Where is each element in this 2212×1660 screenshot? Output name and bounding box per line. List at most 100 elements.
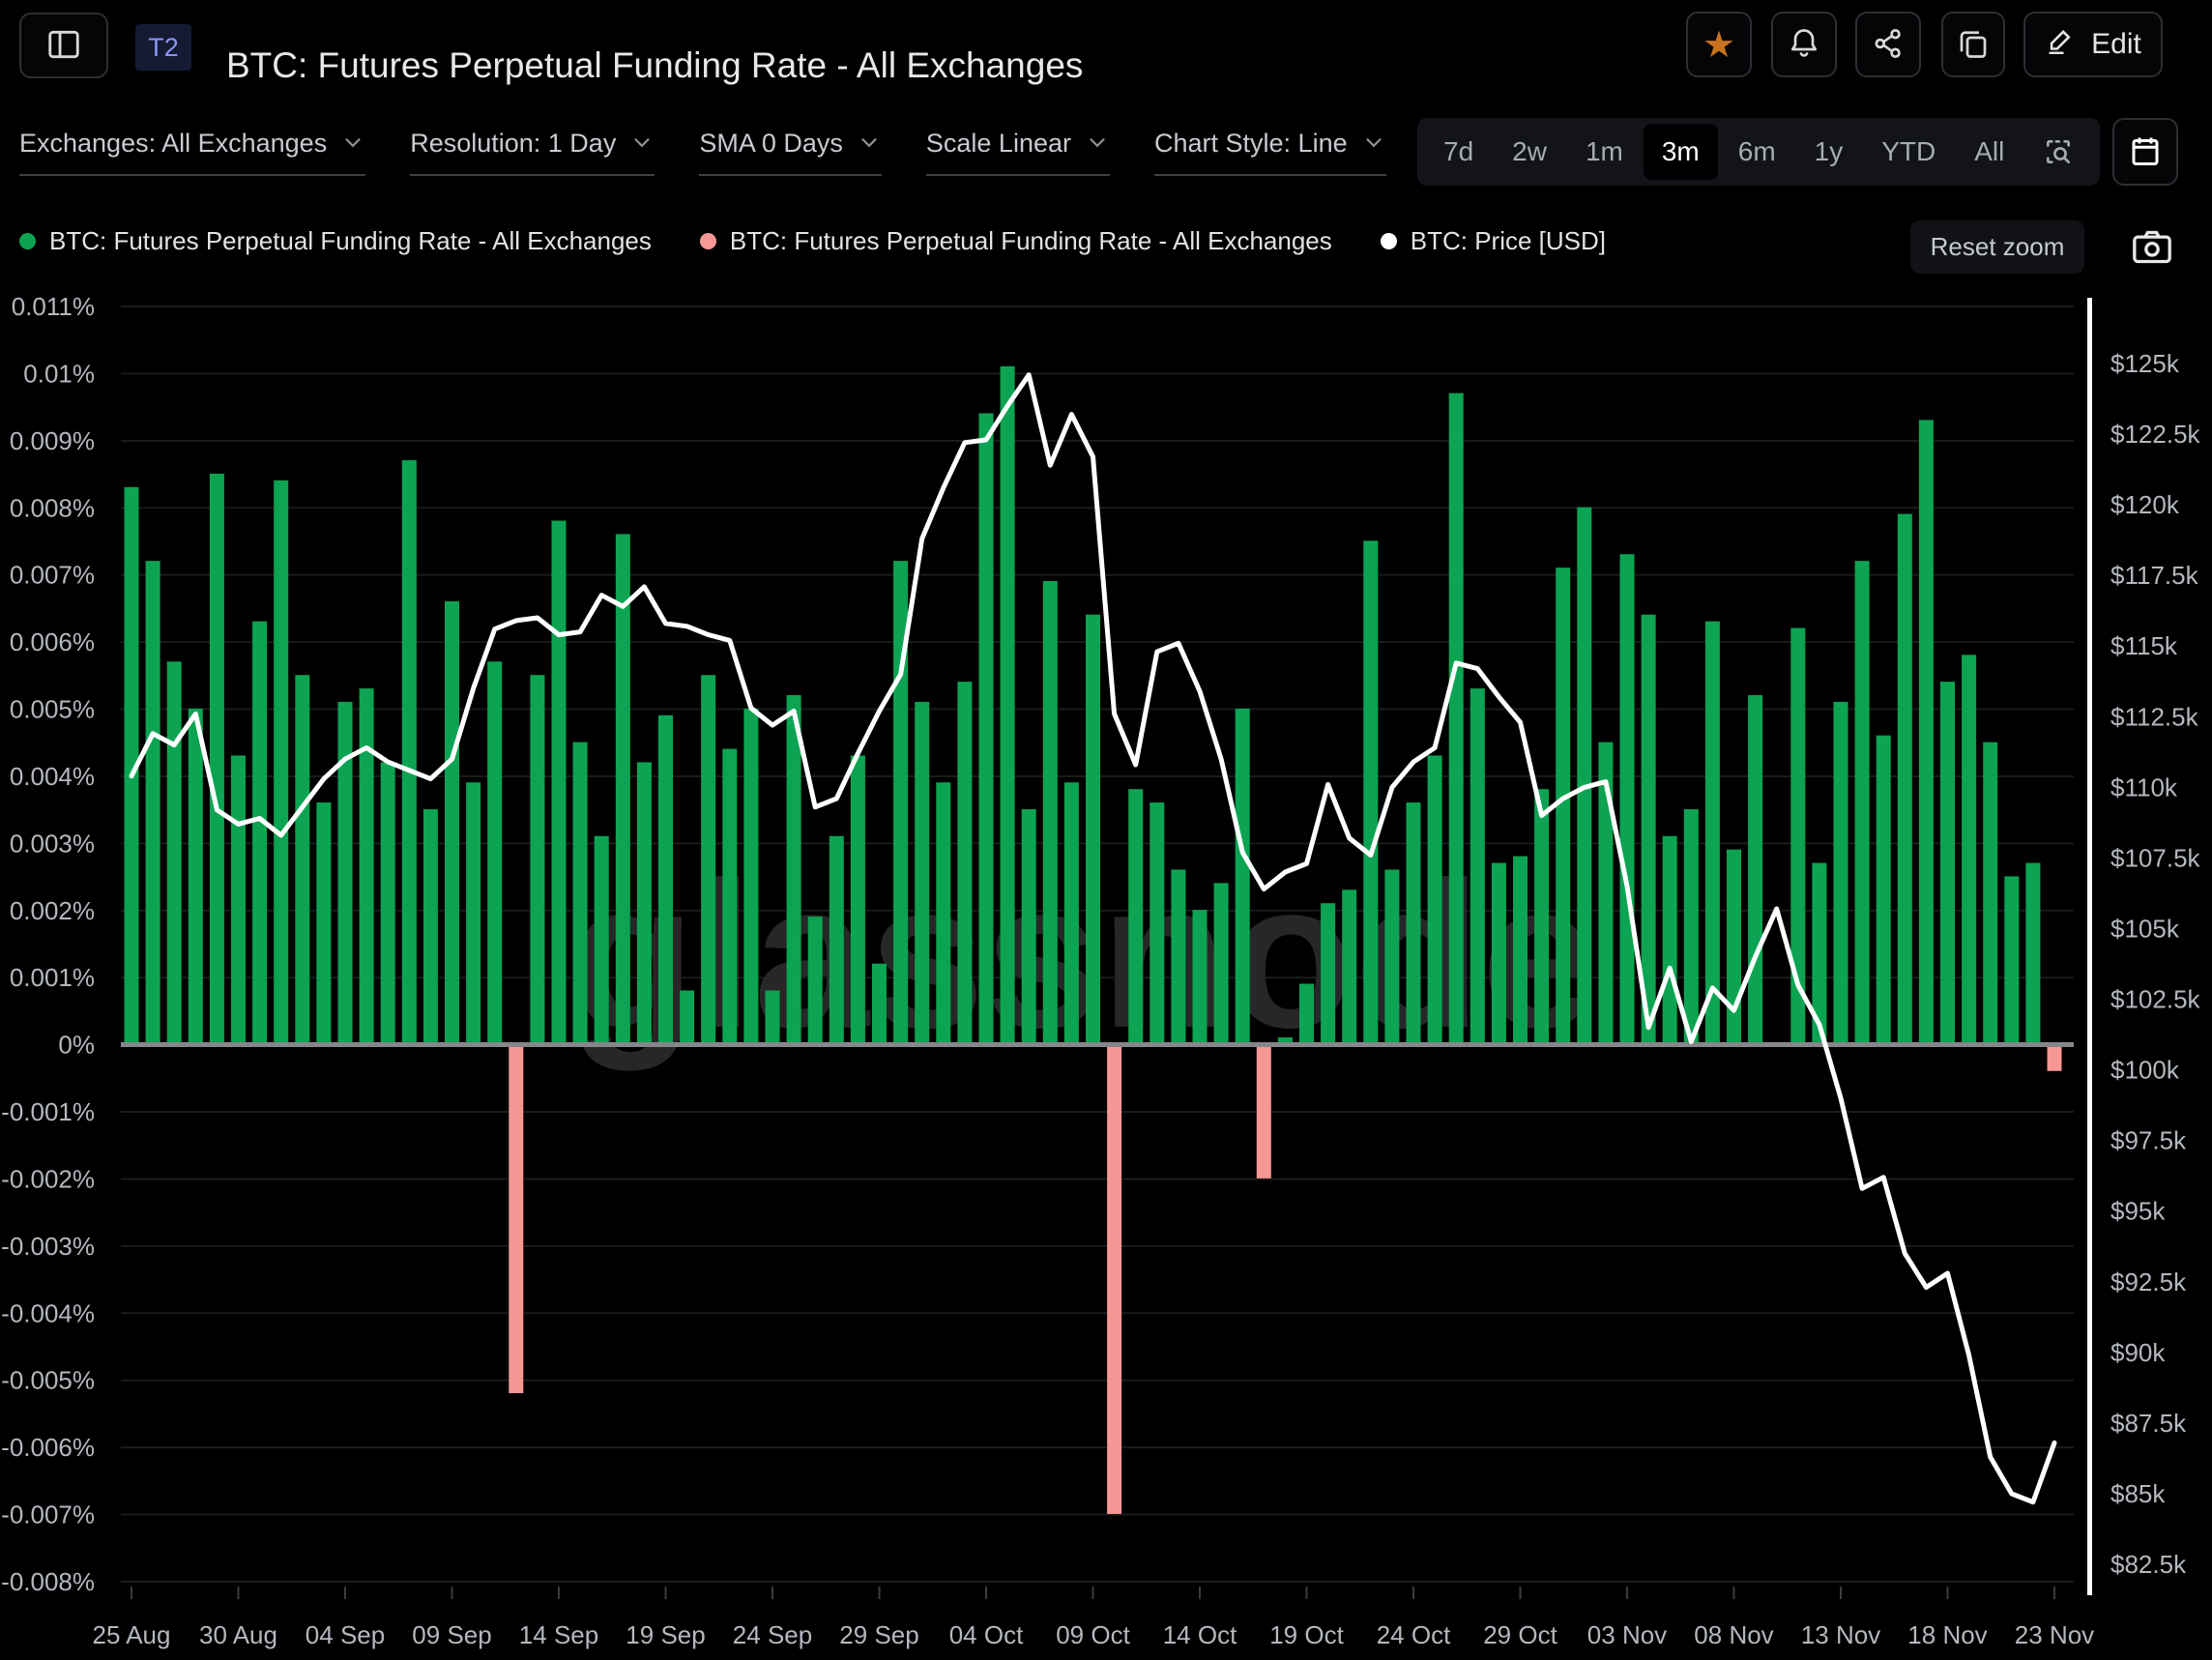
zero-baseline [121,1042,2074,1047]
chart-tab-badge[interactable]: T2 [135,24,191,71]
funding-bar-positive [530,675,545,1044]
pencil-icon [2045,24,2078,65]
funding-bar-positive [1042,581,1058,1044]
dropdown-scale-linear[interactable]: Scale Linear [925,126,1110,176]
range-button-2w[interactable]: 2w [1512,136,1547,166]
edit-button[interactable]: Edit [2023,12,2163,77]
range-button-1m[interactable]: 1m [1585,136,1623,166]
funding-bar-positive [1641,614,1656,1044]
share-icon [1871,26,1906,64]
svg-text:$85k: $85k [2110,1479,2166,1508]
funding-bar-positive [1491,862,1506,1044]
share-button[interactable] [1855,12,1921,77]
svg-text:$102.5k: $102.5k [2110,985,2201,1014]
dropdown-resolution[interactable]: Resolution: 1 Day [410,126,655,176]
alerts-button[interactable] [1771,12,1837,77]
favorite-star-icon: ★ [1702,24,1736,66]
funding-bar-positive [274,480,289,1044]
chart-legend: BTC: Futures Perpetual Funding Rate - Al… [19,226,1606,256]
funding-bar-positive [466,782,481,1044]
svg-text:19 Oct: 19 Oct [1269,1620,1344,1649]
svg-text:13 Nov: 13 Nov [1801,1620,1880,1649]
funding-bar-positive [401,460,417,1044]
dropdown-label: SMA 0 Days [699,129,843,158]
chevron-down-icon [1361,126,1386,161]
copy-icon [1956,26,1991,64]
svg-text:24 Oct: 24 Oct [1377,1620,1451,1649]
dropdown-exchanges[interactable]: Exchanges: All Exchanges [19,126,366,176]
svg-text:0.008%: 0.008% [10,493,95,522]
funding-bar-positive [1406,802,1421,1044]
legend-dot-icon [699,233,716,249]
legend-dot-icon [19,233,36,249]
dropdown-label: Exchanges: All Exchanges [19,129,328,158]
funding-bar-positive [1086,614,1100,1044]
sidebar-toggle-button[interactable] [19,13,108,78]
svg-text:$110k: $110k [2110,772,2178,801]
range-button-6m[interactable]: 6m [1737,136,1776,166]
funding-bar-positive [1513,856,1528,1044]
reset-zoom-button[interactable]: Reset zoom [1910,220,2084,274]
svg-text:$90k: $90k [2110,1338,2166,1367]
left-axis-labels: 0.011% 0.01% 0.009% 0.008% 0.007% 0.006% 0.005… [1,292,95,1596]
funding-bar-positive [957,682,973,1044]
funding-bar-positive [1683,809,1699,1044]
funding-bar-positive [1384,869,1400,1044]
funding-bar-positive [1812,862,1827,1044]
svg-text:29 Oct: 29 Oct [1483,1620,1557,1649]
range-button-7d[interactable]: 7d [1443,136,1474,166]
svg-text:0.01%: 0.01% [23,359,95,388]
svg-text:24 Sep: 24 Sep [733,1620,812,1649]
svg-text:$120k: $120k [2110,490,2180,519]
dropdown-sma-0-days[interactable]: SMA 0 Days [699,126,882,176]
legend-dot-icon [1380,233,1397,249]
funding-bar-positive [1918,420,1934,1044]
btc-price-line[interactable] [129,372,2057,1505]
range-button-ytd[interactable]: YTD [1881,136,1936,166]
favorite-button[interactable]: ★ [1686,12,1752,77]
funding-bar-positive [978,413,994,1044]
date-picker-button[interactable] [2112,118,2178,186]
svg-text:$87.5k: $87.5k [2110,1409,2187,1438]
legend-item-2[interactable]: BTC: Price [USD] [1380,226,1606,256]
svg-text:-0.008%: -0.008% [1,1567,95,1596]
funding-bar-positive [1427,755,1442,1044]
svg-text:$122.5k: $122.5k [2110,420,2201,449]
funding-bar-positive [1128,789,1144,1044]
funding-bar-positive [1962,655,1977,1044]
funding-bar-positive [231,755,246,1044]
legend-item-1[interactable]: BTC: Futures Perpetual Funding Rate - Al… [699,226,1332,256]
screenshot-button[interactable] [2129,228,2175,269]
svg-text:08 Nov: 08 Nov [1694,1620,1773,1649]
glassnode-watermark: glassnode [568,838,1596,1071]
range-button-3m[interactable]: 3m [1643,124,1718,180]
funding-bar-positive [1833,701,1848,1044]
svg-text:0.004%: 0.004% [10,762,95,791]
svg-text:14 Sep: 14 Sep [519,1620,598,1649]
range-button-1y[interactable]: 1y [1814,136,1844,166]
funding-bar-positive [1277,1037,1293,1044]
funding-rate-bars[interactable] [124,365,2062,1514]
svg-text:09 Sep: 09 Sep [412,1620,491,1649]
dropdown-chart-style[interactable]: Chart Style: Line [1154,126,1386,176]
funding-bar-positive [1619,554,1635,1044]
svg-text:$97.5k: $97.5k [2110,1126,2187,1155]
funding-bar-negative [1107,1044,1122,1514]
funding-bar-positive [337,701,353,1044]
funding-bar-positive [1470,688,1485,1044]
svg-text:18 Nov: 18 Nov [1907,1620,1987,1649]
funding-bar-positive [1342,889,1357,1044]
chevron-down-icon [857,126,882,161]
funding-bar-positive [658,714,673,1044]
funding-bar-positive [1363,540,1379,1044]
funding-bar-positive [359,688,374,1044]
funding-bar-positive [316,802,332,1044]
price-axis-line [2087,298,2092,1595]
duplicate-button[interactable] [1941,12,2005,77]
zoom-area-icon[interactable] [2024,124,2092,180]
svg-text:23 Nov: 23 Nov [2015,1620,2094,1649]
legend-item-0[interactable]: BTC: Futures Perpetual Funding Rate - Al… [19,226,652,256]
svg-text:$92.5k: $92.5k [2110,1267,2187,1296]
range-button-all[interactable]: All [1974,136,2005,166]
